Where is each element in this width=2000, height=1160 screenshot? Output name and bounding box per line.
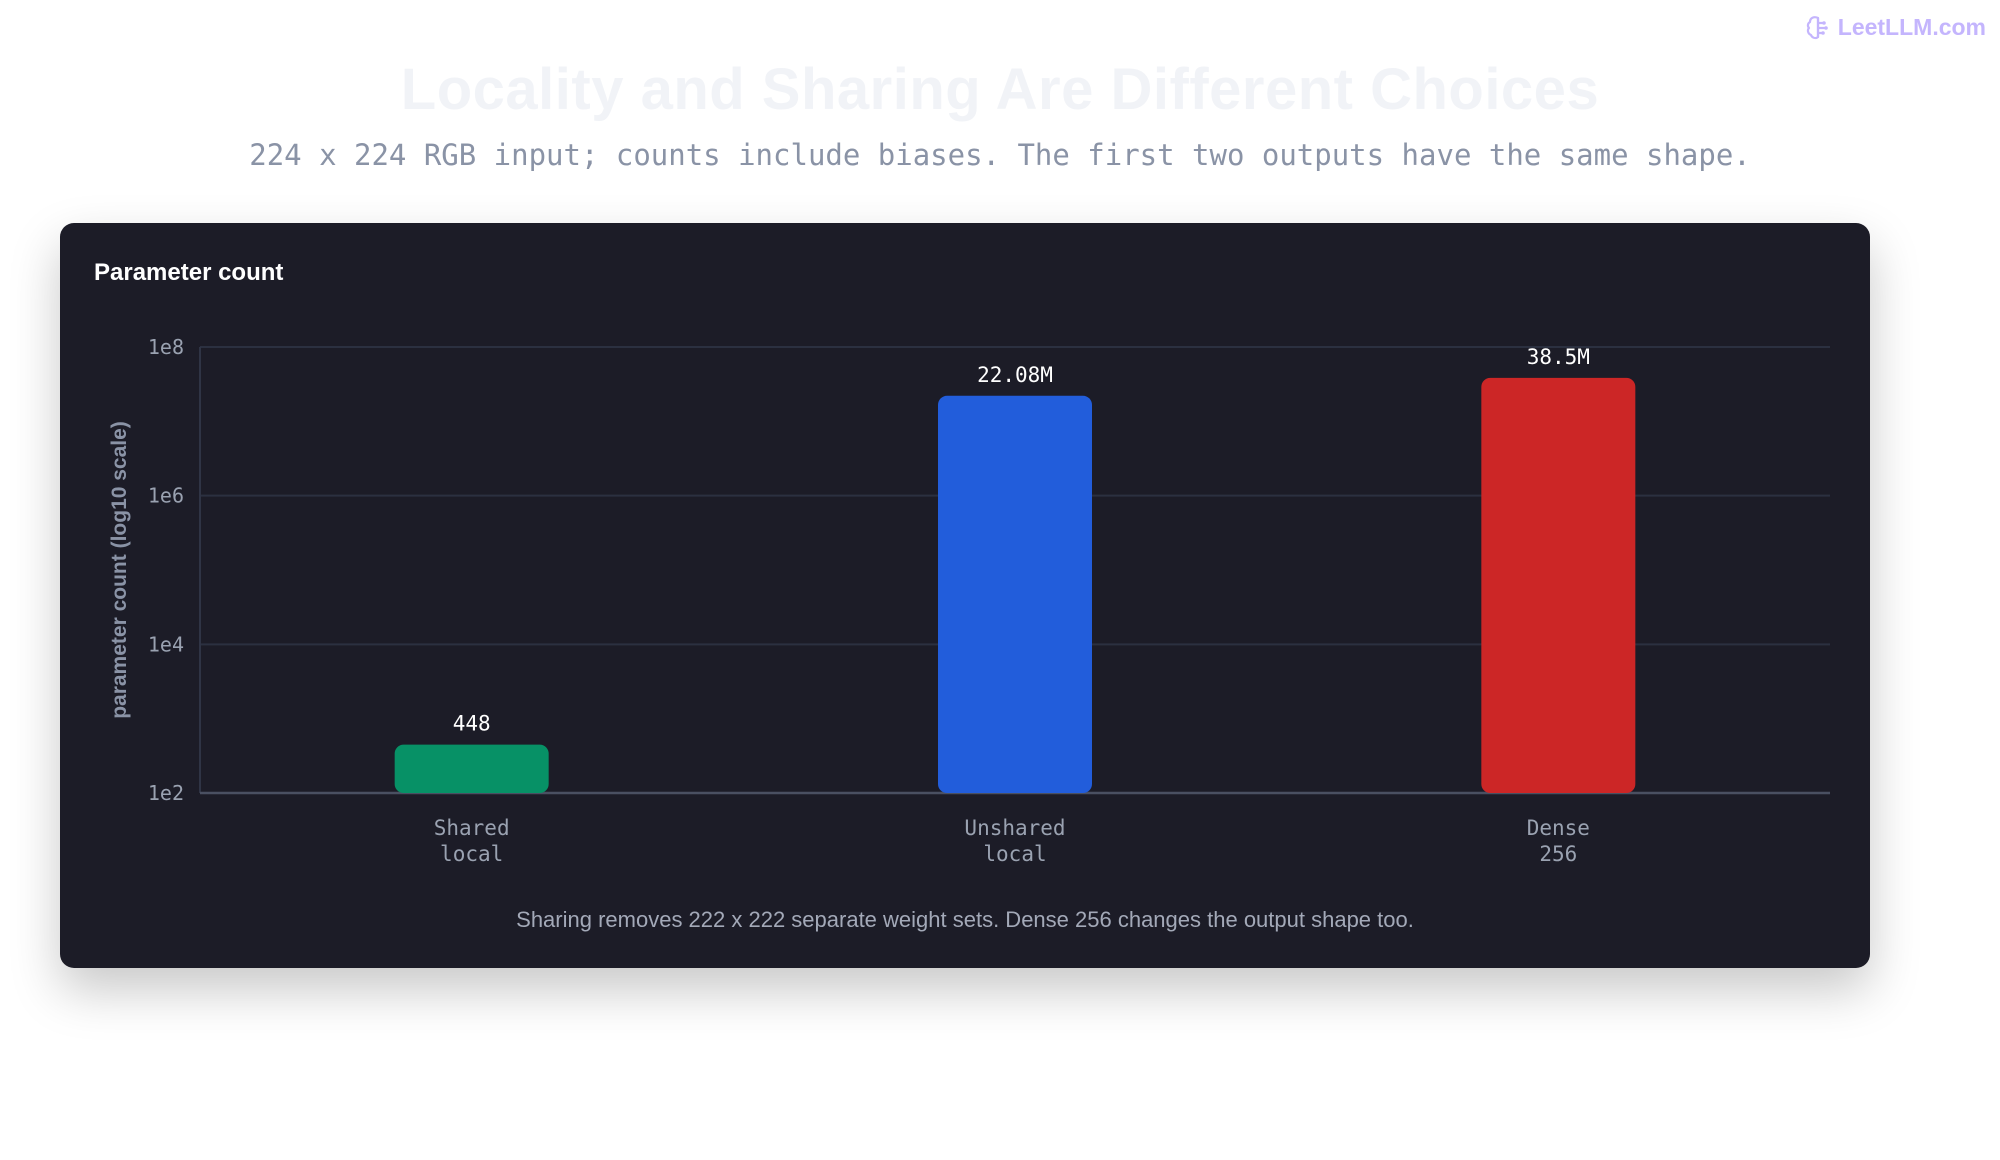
- y-axis-label: parameter count (log10 scale): [108, 421, 131, 719]
- brand-name: LeetLLM.com: [1837, 14, 1986, 40]
- y-tick-label: 1e4: [148, 632, 184, 656]
- bar-value-label: 448: [453, 712, 491, 736]
- y-tick-label: 1e6: [148, 484, 184, 508]
- bar-value-label: 38.5M: [1527, 345, 1590, 369]
- bar-value-label: 22.08M: [977, 363, 1053, 387]
- x-category-label: 256: [1539, 842, 1577, 866]
- chart-title: Parameter count: [94, 259, 284, 286]
- y-tick-label: 1e2: [148, 781, 184, 805]
- page-title: Locality and Sharing Are Different Choic…: [400, 57, 1600, 122]
- bar-1: [938, 395, 1092, 793]
- y-tick-label: 1e8: [148, 335, 184, 359]
- page-subtitle: 224 x 224 RGB input; counts include bias…: [249, 138, 1751, 172]
- x-category-label: local: [440, 842, 503, 866]
- chart-card: Parameter count 1e2 1e4 1e6 1e8 parameter co…: [60, 223, 1870, 968]
- x-category-label: local: [983, 842, 1046, 866]
- bar-chart: 1e2 1e4 1e6 1e8 parameter count (log10 scale…: [108, 335, 1830, 866]
- brand-logo[interactable]: LeetLLM.com: [1806, 14, 1986, 41]
- x-category-label: Shared: [434, 816, 510, 840]
- brain-icon: [1806, 15, 1828, 39]
- x-category-label: Unshared: [964, 816, 1065, 840]
- bar-2: [1481, 377, 1636, 793]
- chart-caption: Sharing removes 222 x 222 separate weigh…: [516, 907, 1414, 932]
- bar-0: [394, 744, 549, 793]
- x-category-label: Dense: [1527, 816, 1590, 840]
